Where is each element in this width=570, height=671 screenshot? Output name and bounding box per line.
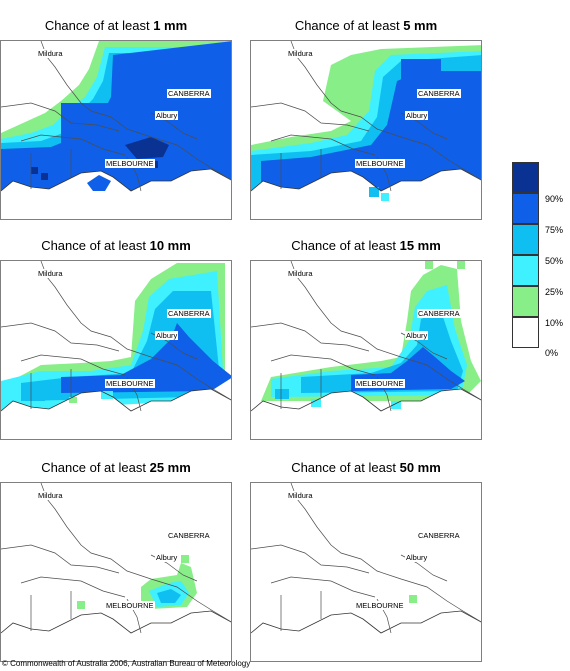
map-graphic [251,483,481,661]
probability-map: Mildura CANBERRA Albury MELBOURNE [250,40,482,220]
panel-15mm: Chance of at least 15 mm [250,238,482,440]
map-graphic [251,261,481,439]
panel-50mm: Chance of at least 50 mm Mildura CANBERR… [250,460,482,662]
place-canberra: CANBERRA [167,89,211,98]
place-albury: Albury [155,111,179,120]
place-melbourne: MELBOURNE [105,159,155,168]
map-graphic [1,261,231,439]
place-melbourne: MELBOURNE [355,379,405,388]
panel-title: Chance of at least 5 mm [294,18,438,33]
probability-map: Mildura CANBERRA Albury MELBOURNE [0,482,232,662]
legend-label-10: 10% [545,318,564,328]
legend-label-0: 0% [545,348,559,358]
legend-swatch-75 [512,193,539,224]
place-melbourne: MELBOURNE [105,601,155,610]
place-canberra: CANBERRA [417,309,461,318]
probability-legend: 90% 75% 50% 25% 10% 0% [512,162,570,362]
rain-probability-fill [61,555,197,633]
threshold-value: 10 mm [149,238,191,253]
legend-swatch-10 [512,286,539,317]
border-lines [251,261,481,412]
threshold-value: 25 mm [149,460,191,475]
probability-map: Mildura CANBERRA Albury MELBOURNE [0,260,232,440]
border-lines [1,483,231,634]
place-mildura: Mildura [287,491,314,500]
map-graphic [251,41,481,219]
place-albury: Albury [405,331,429,340]
panel-25mm: Chance of at least 25 mm [0,460,232,662]
threshold-value: 1 mm [153,18,188,33]
place-melbourne: MELBOURNE [355,601,405,610]
place-canberra: CANBERRA [417,531,461,540]
rain-probability-fill [251,45,481,191]
panel-1mm: Chance of at least 1 mm [0,18,232,220]
probability-map: Mildura CANBERRA Albury MELBOURNE [0,40,232,220]
legend-swatch-25 [512,255,539,286]
place-mildura: Mildura [37,491,64,500]
legend-swatch-0 [512,317,539,348]
panel-title: Chance of at least 25 mm [41,460,191,475]
place-albury: Albury [405,553,429,562]
threshold-value: 5 mm [403,18,438,33]
place-mildura: Mildura [37,49,64,58]
map-graphic [1,483,231,661]
probability-map: Mildura CANBERRA Albury MELBOURNE [250,482,482,662]
place-canberra: CANBERRA [417,89,461,98]
panel-title: Chance of at least 50 mm [291,460,441,475]
rain-probability-fill [1,263,231,411]
panel-title: Chance of at least 15 mm [291,238,441,253]
place-mildura: Mildura [37,269,64,278]
panel-title: Chance of at least 10 mm [41,238,191,253]
place-albury: Albury [405,111,429,120]
threshold-value: 50 mm [399,460,441,475]
place-melbourne: MELBOURNE [105,379,155,388]
copyright-notice: © Commonwealth of Australia 2006, Austra… [2,659,251,668]
panel-5mm: Chance of at least 5 mm [250,18,482,220]
place-albury: Albury [155,553,179,562]
probability-map: Mildura CANBERRA Albury MELBOURNE [250,260,482,440]
place-albury: Albury [155,331,179,340]
border-lines [251,483,481,634]
place-mildura: Mildura [287,49,314,58]
place-melbourne: MELBOURNE [355,159,405,168]
legend-label-25: 25% [545,287,564,297]
place-canberra: CANBERRA [167,309,211,318]
legend-label-90: 90% [545,194,564,204]
threshold-value: 15 mm [399,238,441,253]
place-canberra: CANBERRA [167,531,211,540]
legend-swatch-50 [512,224,539,255]
legend-label-75: 75% [545,225,564,235]
map-graphic [1,41,231,219]
legend-label-50: 50% [545,256,564,266]
legend-swatch-90 [512,162,539,193]
panel-10mm: Chance of at least 10 mm [0,238,232,440]
panel-title: Chance of at least 1 mm [44,18,188,33]
place-mildura: Mildura [287,269,314,278]
